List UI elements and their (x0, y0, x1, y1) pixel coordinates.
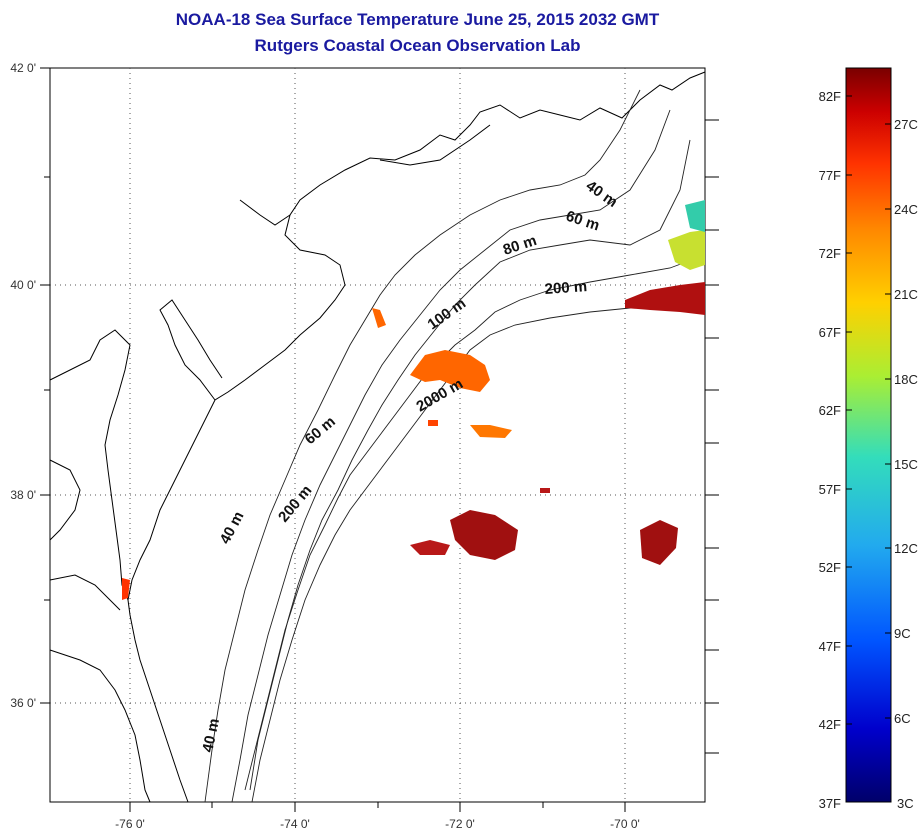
map-frame (49, 67, 706, 803)
sst-patch-speck-1 (428, 420, 438, 426)
colorbar-c-label: 21C (894, 287, 918, 302)
colorbar-c-label: 18C (894, 372, 918, 387)
sst-patch-shelf-yellow (668, 230, 705, 270)
map-title: NOAA-18 Sea Surface Temperature June 25,… (175, 10, 660, 29)
colorbar-f-label: 42F (819, 717, 841, 732)
colorbar-f-label: 52F (819, 560, 841, 575)
sst-patch-shelf-cyan (685, 200, 705, 232)
contour-label-40m-south: 40 m (199, 717, 223, 754)
bathymetry-contours (204, 89, 706, 803)
sst-patch-shelf-orange (372, 308, 386, 328)
contour-label-200m-north: 200 m (544, 278, 588, 298)
colorbar-f-label: 57F (819, 482, 841, 497)
lat-tick-label: 40 0' (10, 278, 36, 292)
colorbar-c-label: 9C (894, 626, 911, 641)
coastline (49, 71, 706, 803)
lon-tick-label: -72 0' (445, 817, 475, 831)
colorbar-c-label: 3C (897, 796, 914, 811)
lon-tick-label: -76 0' (115, 817, 145, 831)
colorbar-f-label: 62F (819, 403, 841, 418)
colorbar-f-label: 82F (819, 89, 841, 104)
colorbar-c-label: 24C (894, 202, 918, 217)
sst-patch-gulfstream-north (410, 350, 490, 392)
frame-ticks (40, 67, 719, 812)
colorbar-c-label: 27C (894, 117, 918, 132)
sst-patch-chesapeake (122, 578, 130, 600)
lon-tick-label: -70 0' (610, 817, 640, 831)
colorbar-ticks (846, 95, 891, 725)
lon-tick-label: -74 0' (280, 817, 310, 831)
lat-tick-label: 42 0' (10, 61, 36, 75)
colorbar (845, 67, 892, 803)
sst-patch-east (640, 520, 678, 565)
graticule (50, 68, 705, 802)
sst-patches (122, 200, 705, 600)
sst-patch-south-2 (410, 540, 450, 555)
map-subtitle: Rutgers Coastal Ocean Observation Lab (254, 36, 581, 55)
colorbar-f-label: 72F (819, 246, 841, 261)
lat-tick-label: 36 0' (10, 696, 36, 710)
colorbar-f-label: 77F (819, 168, 841, 183)
colorbar-f-label: 47F (819, 639, 841, 654)
colorbar-c-label: 15C (894, 457, 918, 472)
colorbar-c-label: 6C (894, 711, 911, 726)
sst-patch-south-1 (450, 510, 518, 560)
sst-patch-northeast (625, 282, 705, 315)
sst-patch-mid (470, 425, 512, 438)
colorbar-f-label: 67F (819, 325, 841, 340)
colorbar-c-label: 12C (894, 541, 918, 556)
lat-tick-label: 38 0' (10, 488, 36, 502)
sst-patch-speck-2 (540, 488, 550, 493)
colorbar-f-label: 37F (819, 796, 841, 811)
